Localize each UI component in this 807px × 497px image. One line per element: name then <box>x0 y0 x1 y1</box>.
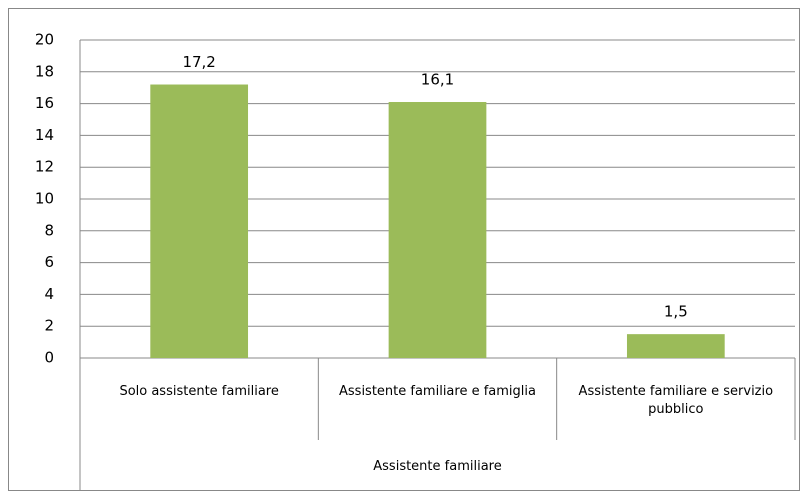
x-axis-label: Assistente familiare <box>373 459 502 474</box>
y-tick-label: 18 <box>35 62 54 80</box>
y-tick-label: 12 <box>35 158 54 176</box>
y-tick-label: 4 <box>44 285 54 303</box>
y-tick-label: 6 <box>44 253 54 271</box>
bar <box>388 102 487 358</box>
bar <box>626 334 725 358</box>
data-label: 1,5 <box>664 303 688 321</box>
data-label: 17,2 <box>182 53 215 71</box>
y-tick-label: 2 <box>44 317 54 335</box>
data-label: 16,1 <box>421 71 454 89</box>
bar <box>150 84 249 359</box>
x-tick-label: Assistente familiare e servizio pubblico <box>578 384 774 417</box>
y-tick-label: 14 <box>35 126 54 144</box>
y-tick-label: 10 <box>35 190 54 208</box>
x-tick-label: Assistente familiare e famiglia <box>339 384 536 399</box>
y-tick-label: 8 <box>44 221 54 239</box>
y-tick-label: 0 <box>44 349 54 367</box>
y-tick-label: 16 <box>35 94 54 112</box>
y-tick-label: 20 <box>35 31 54 49</box>
x-tick-label: Solo assistente familiare <box>119 384 279 399</box>
